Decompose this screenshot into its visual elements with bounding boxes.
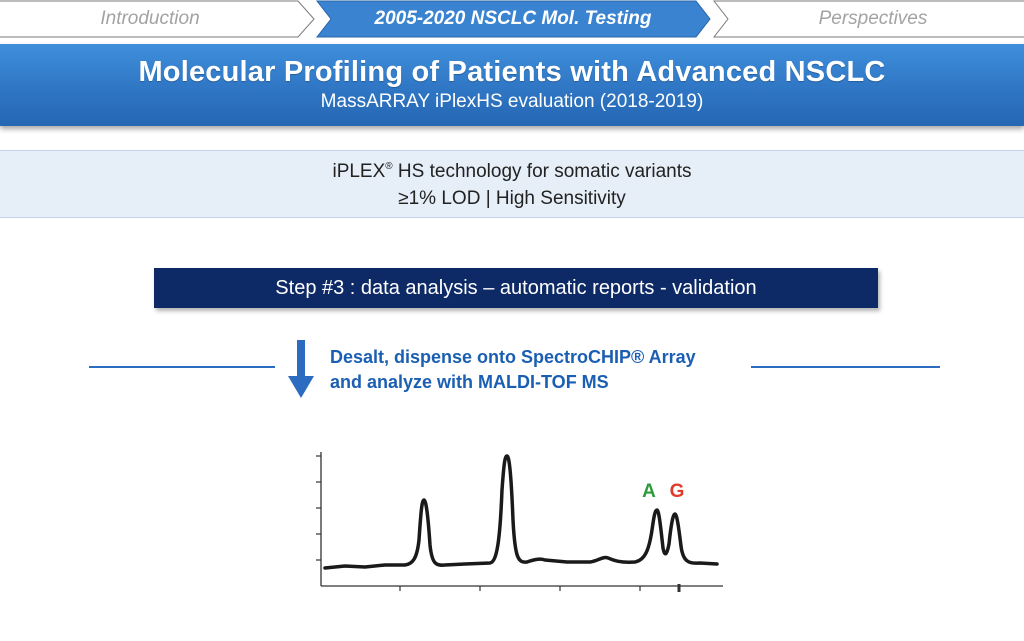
technology-description: HS technology for somatic variants bbox=[392, 161, 692, 182]
crumb-shape-introduction bbox=[0, 0, 315, 38]
breadcrumb: Introduction 2005-2020 NSCLC Mol. Testin… bbox=[0, 0, 1024, 40]
step-banner: Step #3 : data analysis – automatic repo… bbox=[154, 268, 878, 308]
divider-right bbox=[751, 366, 940, 368]
spectrum-x-ticks bbox=[399, 584, 681, 592]
page-subtitle: MassARRAY iPlexHS evaluation (2018-2019) bbox=[320, 91, 704, 112]
sensitivity-line: ≥1% LOD | High Sensitivity bbox=[398, 188, 626, 209]
page-title: Molecular Profiling of Patients with Adv… bbox=[138, 56, 886, 88]
breadcrumb-shapes bbox=[0, 0, 1024, 38]
peak-label-g: G bbox=[670, 481, 685, 502]
registered-mark: ® bbox=[385, 161, 393, 172]
title-banner: Molecular Profiling of Patients with Adv… bbox=[0, 44, 1024, 126]
down-arrow-icon bbox=[288, 340, 314, 398]
technology-info-box: iPLEX® HS technology for somatic variant… bbox=[0, 150, 1024, 218]
peak-label-a: A bbox=[642, 481, 656, 502]
divider-left bbox=[89, 366, 275, 368]
instruction-line-2: and analyze with MALDI-TOF MS bbox=[330, 372, 609, 392]
crumb-shape-mol-testing bbox=[315, 0, 711, 38]
crumb-introduction[interactable]: Introduction bbox=[100, 8, 200, 29]
crumb-mol-testing[interactable]: 2005-2020 NSCLC Mol. Testing bbox=[374, 8, 652, 29]
crumb-perspectives[interactable]: Perspectives bbox=[818, 8, 928, 29]
crumb-shape-perspectives bbox=[712, 0, 1024, 38]
mass-spectrum-plot: A G bbox=[316, 452, 723, 592]
technology-name: iPLEX bbox=[332, 161, 386, 182]
instruction-text: Desalt, dispense onto SpectroCHIP® Array… bbox=[330, 345, 760, 395]
spectrum-trace bbox=[323, 454, 719, 570]
technology-line: iPLEX® HS technology for somatic variant… bbox=[0, 161, 1024, 183]
instruction-line-1: Desalt, dispense onto SpectroCHIP® Array bbox=[330, 347, 696, 367]
spectrum-y-ticks bbox=[316, 455, 321, 561]
